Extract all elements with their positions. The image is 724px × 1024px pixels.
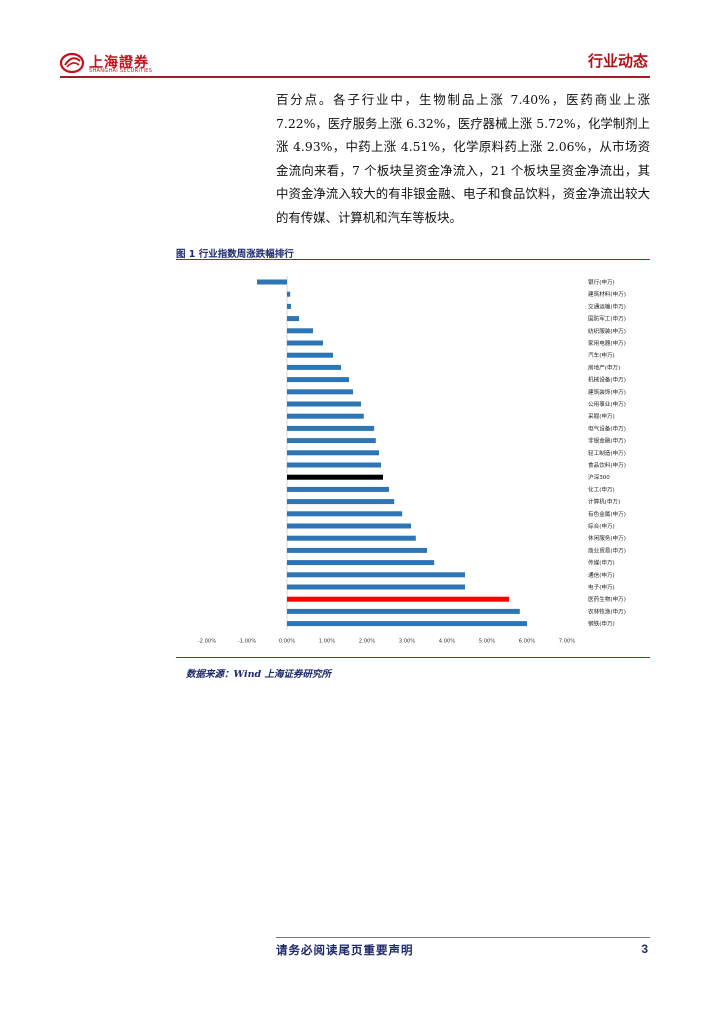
- x-tick-label-5: 3.00%: [399, 639, 416, 645]
- bar-0: [257, 279, 287, 285]
- figure-top-rule: [176, 259, 650, 260]
- category-label-8: 机械设备(申万): [588, 376, 626, 384]
- bar-26: [287, 596, 509, 602]
- bar-20: [287, 523, 411, 529]
- x-tick-label-2: 0.00%: [279, 639, 296, 645]
- bar-27: [287, 608, 520, 614]
- category-label-28: 钢铁(申万): [588, 620, 615, 628]
- page-header: 上海證券 SHANGHAI SECURITIES 行业动态: [60, 48, 650, 78]
- bar-3: [287, 316, 299, 322]
- bar-25: [287, 584, 465, 590]
- bar-17: [287, 486, 389, 492]
- footer-divider: [276, 937, 650, 938]
- footer-disclaimer: 请务必阅读尾页重要声明: [276, 943, 414, 957]
- bar-11: [287, 413, 364, 419]
- page-number: 3: [641, 942, 648, 956]
- category-label-22: 商业贸易(申万): [588, 546, 626, 554]
- figure-title: 图 1 行业指数周涨跌幅排行: [176, 249, 294, 260]
- bar-21: [287, 535, 416, 541]
- category-label-12: 电气设备(申万): [588, 424, 626, 432]
- category-label-2: 交通运输(申万): [588, 302, 626, 310]
- x-tick-label-1: -1.00%: [238, 639, 256, 645]
- x-tick-label-7: 5.00%: [479, 639, 496, 645]
- x-tick-label-6: 4.00%: [439, 639, 456, 645]
- bar-22: [287, 547, 427, 553]
- category-label-6: 汽车(申万): [588, 351, 615, 359]
- category-label-17: 化工(申万): [588, 485, 615, 493]
- x-tick-label-8: 6.00%: [519, 639, 536, 645]
- bar-13: [287, 438, 376, 444]
- bar-7: [287, 364, 341, 370]
- logo-emblem-icon: [60, 52, 85, 74]
- body-text: 百分点。各子行业中，生物制品上涨 7.40%，医药商业上涨 7.22%，医疗服务…: [276, 88, 650, 229]
- figure-bottom-rule: [176, 657, 650, 658]
- category-label-14: 轻工制造(申万): [588, 449, 626, 457]
- category-label-16: 沪深300: [588, 473, 610, 481]
- bar-28: [287, 621, 527, 627]
- bar-12: [287, 425, 375, 431]
- x-tick-label-0: -2.00%: [198, 639, 216, 645]
- category-label-3: 国防军工(申万): [588, 315, 626, 323]
- header-divider: [60, 76, 650, 78]
- category-label-24: 通信(申万): [588, 571, 615, 579]
- category-label-5: 家用电器(申万): [588, 339, 626, 347]
- industry-weekly-change-chart: 银行(申万) 建筑材料(申万) 交通运输(申万) 国防军工(申万) 纺织服装(申万) 家用…: [198, 276, 626, 645]
- bar-6: [287, 352, 333, 358]
- bar-2: [287, 303, 291, 309]
- bar-4: [287, 328, 313, 334]
- section-title: 行业动态: [587, 52, 648, 70]
- category-label-9: 建筑装饰(申万): [588, 388, 626, 396]
- category-label-1: 建筑材料(申万): [588, 290, 626, 298]
- category-label-0: 银行(申万): [588, 278, 615, 286]
- category-label-27: 农林牧渔(申万): [588, 607, 626, 615]
- category-label-7: 房地产(申万): [588, 363, 620, 371]
- category-label-20: 综合(申万): [588, 522, 615, 530]
- category-label-21: 休闲服务(申万): [588, 534, 626, 542]
- x-tick-label-9: 7.00%: [559, 639, 576, 645]
- x-tick-label-3: 1.00%: [319, 639, 336, 645]
- company-logo: 上海證券 SHANGHAI SECURITIES: [60, 52, 152, 74]
- bar-23: [287, 560, 435, 566]
- category-label-19: 有色金属(申万): [588, 510, 626, 518]
- bar-10: [287, 401, 361, 407]
- bar-24: [287, 572, 465, 578]
- category-label-13: 非银金融(申万): [588, 437, 626, 445]
- bar-5: [287, 340, 323, 346]
- bar-8: [287, 377, 349, 383]
- bar-15: [287, 462, 381, 468]
- figure-source: 数据来源：Wind 上海证券研究所: [186, 669, 331, 680]
- category-label-4: 纺织服装(申万): [588, 327, 626, 335]
- bar-9: [287, 389, 353, 395]
- logo-text: 上海證券: [89, 55, 149, 71]
- category-label-15: 食品饮料(申万): [588, 461, 626, 469]
- category-label-10: 公用事业(申万): [588, 400, 626, 408]
- category-label-25: 电子(申万): [588, 583, 615, 591]
- bar-1: [287, 291, 291, 297]
- category-label-26: 医药生物(申万): [588, 595, 626, 603]
- logo-subtext: SHANGHAI SECURITIES: [89, 68, 153, 74]
- category-label-11: 采掘(申万): [588, 412, 615, 420]
- bar-16: [287, 474, 383, 480]
- bar-14: [287, 450, 379, 456]
- bar-19: [287, 511, 403, 517]
- body-paragraph: 百分点。各子行业中，生物制品上涨 7.40%，医药商业上涨 7.22%，医疗服务…: [276, 92, 650, 225]
- category-label-18: 计算机(申万): [588, 498, 620, 506]
- bar-18: [287, 499, 395, 505]
- category-label-23: 传媒(申万): [588, 559, 615, 567]
- x-tick-label-4: 2.00%: [359, 639, 376, 645]
